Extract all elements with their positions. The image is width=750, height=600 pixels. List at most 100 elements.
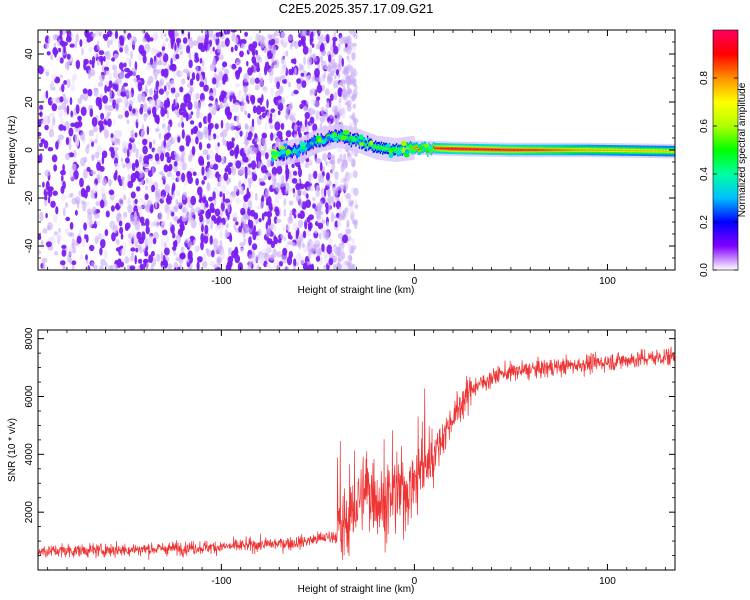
noise-speckle [70,110,73,117]
signal-band [549,149,552,151]
signal-band [467,148,470,150]
noise-speckle [55,206,59,215]
signal-band [385,147,387,149]
noise-speckle [90,170,97,175]
noise-speckle [293,258,297,267]
noise-speckle [330,212,335,223]
noise-speckle [283,236,287,241]
colorbar-tick-label: 0.6 [699,119,710,133]
noise-speckle [327,188,331,197]
noise-speckle [148,141,153,149]
noise-speckle [212,238,219,247]
noise-speckle [51,154,58,163]
colorbar-tick-label: 0.8 [699,71,710,85]
noise-speckle [235,197,240,205]
noise-speckle [66,78,71,89]
noise-speckle [306,229,311,237]
noise-speckle [45,90,49,99]
noise-speckle [267,216,272,226]
noise-speckle [226,106,230,112]
signal-blob [400,140,407,147]
noise-speckle [156,253,161,262]
noise-speckle [285,50,289,57]
noise-speckle [168,30,173,37]
signal-band [438,147,441,150]
noise-speckle [277,238,282,244]
noise-speckle [120,157,124,163]
noise-speckle [315,43,320,50]
signal-blob [299,141,307,148]
noise-speckle [144,193,149,201]
noise-speckle [241,42,245,48]
signal-band [443,147,445,150]
signal-band [339,135,341,138]
noise-speckle [73,170,79,180]
noise-speckle [181,150,186,157]
signal-band [347,136,349,139]
noise-speckle [179,86,184,93]
noise-speckle [149,88,153,96]
noise-speckle [86,201,90,206]
y-tick-label: 20 [24,96,35,108]
y-tick-label: 8000 [24,327,35,350]
noise-speckle [118,220,123,227]
noise-speckle [247,99,250,104]
noise-speckle [187,83,191,88]
noise-speckle [44,195,48,201]
signal-band [540,149,543,151]
noise-speckle [229,195,235,202]
noise-speckle [350,45,357,52]
chart-title: C2E5.2025.357.17.09.G21 [279,1,434,16]
noise-speckle [216,181,222,187]
noise-speckle [181,121,185,128]
noise-speckle [198,141,203,151]
signal-band [589,149,591,151]
noise-speckle [62,164,65,172]
noise-speckle [118,129,122,139]
signal-band [375,145,377,147]
noise-speckle [137,93,143,103]
noise-speckle [164,183,171,194]
noise-speckle [193,239,196,245]
noise-speckle [240,166,246,175]
signal-band [371,145,373,147]
noise-speckle [183,94,187,104]
snr-panel: -100 0 100 2000 4000 6000 8000 Height of stra… [7,327,676,595]
signal-band [626,149,628,152]
noise-speckle [248,219,254,229]
noise-speckle [286,256,293,266]
noise-speckle [137,166,141,171]
noise-speckle [348,30,354,35]
noise-speckle [161,50,165,57]
noise-speckle [201,180,205,185]
noise-speckle [98,233,102,238]
signal-band [649,150,651,152]
noise-speckle [160,189,167,198]
noise-speckle [337,254,344,262]
noise-speckle [61,174,64,182]
noise-speckle [143,202,146,210]
noise-speckle [349,201,354,208]
signal-band [516,149,518,151]
signal-band [348,139,350,141]
noise-speckle [86,259,89,264]
noise-speckle [230,46,234,53]
signal-band [669,150,671,152]
noise-speckle [198,121,202,129]
signal-blob [278,146,286,150]
noise-speckle [282,38,288,48]
signal-band [571,149,574,151]
noise-speckle [257,228,262,236]
noise-speckle [265,152,269,160]
signal-band [464,148,466,150]
signal-band [617,149,619,152]
noise-speckle [48,112,55,118]
noise-speckle [261,212,265,221]
noise-speckle [99,165,105,172]
signal-band [534,149,537,151]
noise-speckle [337,147,343,153]
noise-speckle [219,230,223,239]
noise-speckle [255,254,260,263]
signal-band [658,150,661,152]
noise-speckle [60,118,64,124]
